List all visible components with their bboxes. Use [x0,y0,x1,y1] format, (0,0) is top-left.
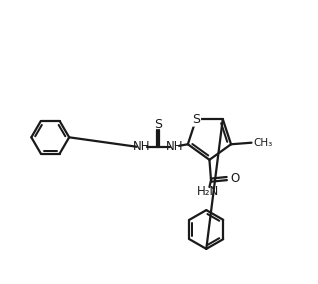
Text: S: S [154,118,162,131]
Text: NH: NH [133,140,151,153]
Text: H₂N: H₂N [197,185,219,199]
Text: NH: NH [166,140,183,153]
Text: S: S [192,113,200,126]
Text: O: O [231,172,240,185]
Text: CH₃: CH₃ [253,138,272,148]
